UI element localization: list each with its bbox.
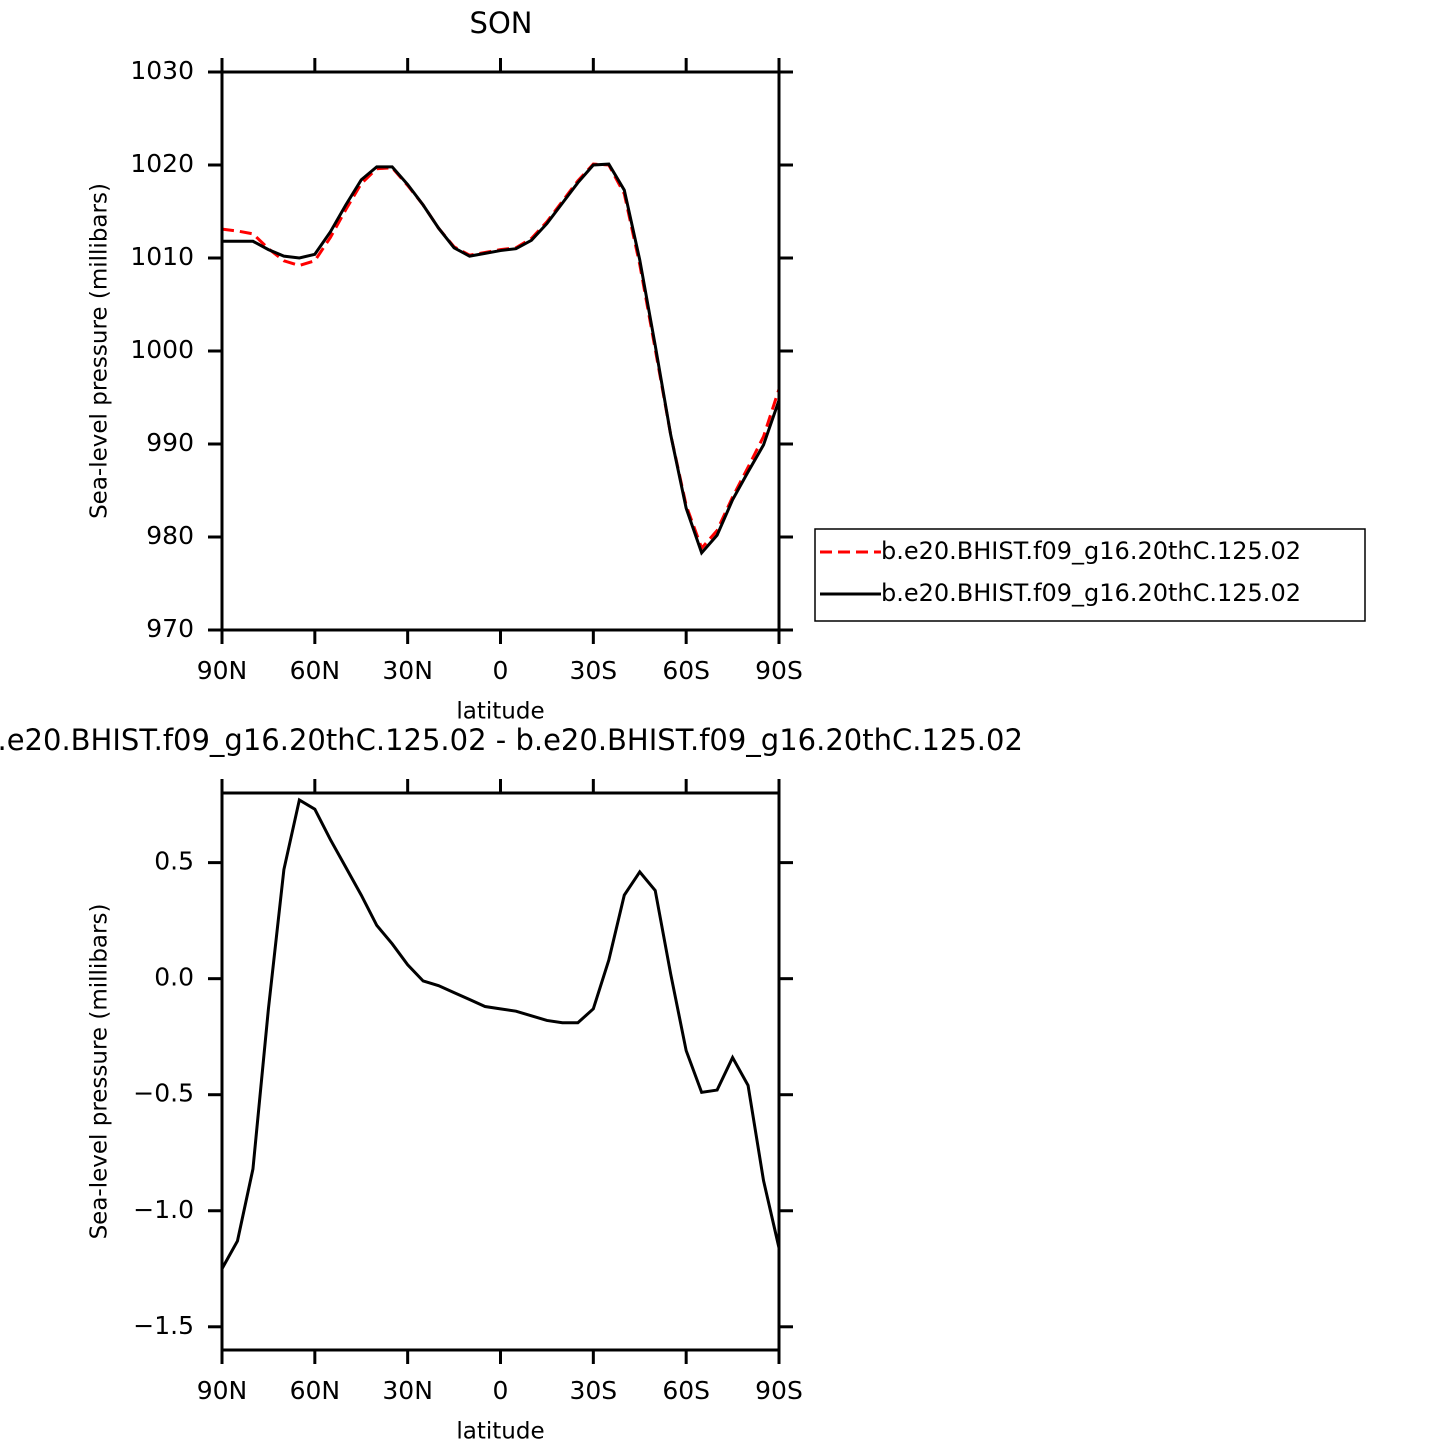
y-tick-label: 1010 — [130, 242, 194, 271]
y-tick-label: −1.0 — [133, 1195, 194, 1224]
data-line — [222, 797, 779, 1270]
x-tick-label: 90N — [197, 656, 248, 685]
y-tick-label: −1.5 — [133, 1311, 194, 1340]
data-line — [222, 162, 779, 552]
legend-text: b.e20.BHIST.f09_g16.20thC.125.02 — [881, 537, 1301, 565]
x-tick-label: 30S — [569, 656, 617, 685]
plot-frame — [220, 70, 781, 632]
y-tick-label: 980 — [146, 521, 194, 550]
x-tick-label: 90S — [755, 1376, 803, 1405]
x-tick-label: 90N — [197, 1376, 248, 1405]
y-tick-label: 1030 — [130, 56, 194, 85]
y-tick-label: 970 — [146, 614, 194, 643]
x-tick-label: 90S — [755, 656, 803, 685]
x-tick-label: 60N — [290, 1376, 341, 1405]
y-tick-label: 0.5 — [154, 847, 194, 876]
x-axis-label: latitude — [456, 699, 544, 725]
y-tick-label: 1000 — [130, 335, 194, 364]
legend-text: b.e20.BHIST.f09_g16.20thC.125.02 — [881, 579, 1301, 607]
y-tick-label: 1020 — [130, 149, 194, 178]
y-axis-label: Sea-level pressure (millibars) — [87, 904, 113, 1240]
x-tick-label: 30S — [569, 1376, 617, 1405]
y-tick-label: 990 — [146, 428, 194, 457]
legend-box — [814, 528, 1366, 622]
y-axis-label: Sea-level pressure (millibars) — [87, 183, 113, 519]
x-tick-label: 30N — [382, 1376, 433, 1405]
x-tick-label: 60S — [662, 1376, 710, 1405]
chart-title: SON — [470, 6, 533, 40]
x-tick-label: 0 — [493, 656, 509, 685]
data-line — [222, 162, 779, 556]
x-tick-label: 60S — [662, 656, 710, 685]
y-tick-label: −0.5 — [133, 1079, 194, 1108]
chart-title: b.e20.BHIST.f09_g16.20thC.125.02 - b.e20… — [0, 723, 1023, 757]
x-tick-label: 30N — [382, 656, 433, 685]
x-tick-label: 0 — [493, 1376, 509, 1405]
y-tick-label: 0.0 — [154, 963, 194, 992]
x-axis-label: latitude — [456, 1419, 544, 1445]
x-tick-label: 60N — [290, 656, 341, 685]
plot-frame — [220, 791, 781, 1352]
